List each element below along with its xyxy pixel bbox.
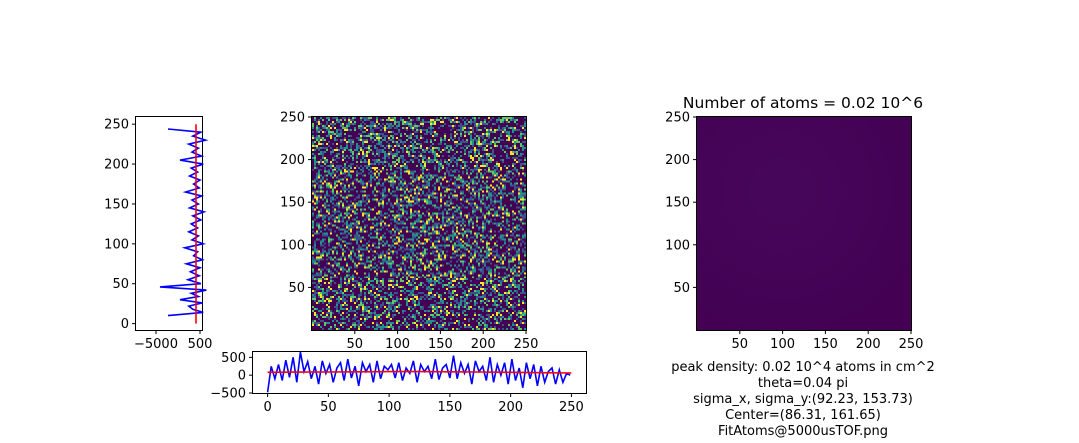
raw-image-ticks: 50 100 150 200 250 50 100 150 200 250 [280,111,538,353]
vertical-profile-ytick-label: 200 [104,158,129,173]
vertical-profile-ytick-label: 0 [121,317,129,332]
horizontal-profile-ytick-label: 500 [221,351,246,366]
horizontal-profile-panel: 0 50 100 150 200 250 −500 0 500 [210,351,587,415]
horizontal-profile-series-fit-line [267,370,572,374]
horizontal-profile-xtick-label: 200 [498,400,523,415]
fit-image-axes-frame [696,116,912,331]
raw-image-xtick-label: 100 [385,337,410,352]
horizontal-profile-ytick-label: −500 [210,387,246,402]
vertical-profile-ytick-label: 250 [104,118,129,133]
fit-image-surface [697,117,911,330]
caption-center: Center=(86.31, 161.65) [725,408,881,423]
horizontal-profile-series-data-line [266,351,571,393]
raw-image-xtick-label: 200 [471,337,496,352]
horizontal-profile-xtick-label: 100 [377,400,402,415]
fit-image-xtick-label: 150 [813,337,838,352]
fit-image-xtick-label: 100 [770,337,795,352]
raw-image-heatmap [312,117,526,330]
fit-image-ticks: 50 100 150 200 250 50 100 150 200 250 [665,111,923,353]
raw-image-panel: 50 100 150 200 250 50 100 150 200 250 [280,111,538,353]
caption-theta: theta=0.04 pi [758,376,848,391]
raw-image-xtick-label: 150 [428,337,453,352]
raw-image-ytick-label: 100 [280,238,305,253]
raw-image-ytick-label: 150 [280,196,305,211]
fit-caption: peak density: 0.02 10^4 atoms in cm^2 th… [671,360,935,439]
fit-image-ytick-label: 200 [665,153,690,168]
vertical-profile-ytick-label: 150 [104,197,129,212]
vertical-profile-marks [159,124,209,324]
fit-image-ytick-label: 100 [665,238,690,253]
raw-image-xtick-label: 250 [514,337,539,352]
raw-image-ytick-label: 200 [280,153,305,168]
horizontal-profile-ytick-label: 0 [238,369,246,384]
raw-image-xtick-label: 50 [347,337,364,352]
vertical-profile-ytick-label: 50 [112,277,129,292]
horizontal-profile-xtick-label: 0 [263,400,271,415]
fit-image-ytick-label: 50 [673,281,690,296]
raw-image-pixels [312,117,526,330]
fit-image-title: Number of atoms = 0.02 10^6 [683,94,923,112]
vertical-profile-ticks: −5000 500 0 50 100 150 200 250 [104,118,212,352]
fit-image-ytick-label: 150 [665,196,690,211]
fit-image-xtick-label: 250 [899,337,924,352]
caption-filename: FitAtoms@5000usTOF.png [718,424,888,439]
fit-image-xtick-label: 200 [856,337,881,352]
vertical-profile-ytick-label: 100 [104,237,129,252]
fit-image-ytick-label: 250 [665,111,690,126]
vertical-profile-xtick-label: 500 [188,337,213,352]
vertical-profile-xtick-label: −5000 [134,337,178,352]
caption-sigma: sigma_x, sigma_y:(92.23, 153.73) [693,392,913,407]
raw-image-ytick-label: 50 [288,281,305,296]
fit-image-xtick-label: 50 [732,337,749,352]
horizontal-profile-axes-frame [252,351,587,394]
raw-image-ytick-label: 250 [280,111,305,126]
raw-image-axes-frame [311,116,527,331]
caption-peak-density: peak density: 0.02 10^4 atoms in cm^2 [671,360,935,375]
vertical-profile-panel: −5000 500 0 50 100 150 200 250 [104,116,212,352]
fit-image-heatmap [697,117,911,330]
horizontal-profile-xtick-label: 250 [559,400,584,415]
horizontal-profile-xtick-label: 150 [437,400,462,415]
vertical-profile-series-data-line [159,128,209,317]
fit-image-panel: Number of atoms = 0.02 10^6 50 100 150 200 2… [665,94,923,352]
horizontal-profile-xtick-label: 50 [320,400,337,415]
vertical-profile-axes-frame [135,116,203,331]
horizontal-profile-marks [266,351,572,393]
horizontal-profile-ticks: 0 50 100 150 200 250 −500 0 500 [210,351,584,415]
